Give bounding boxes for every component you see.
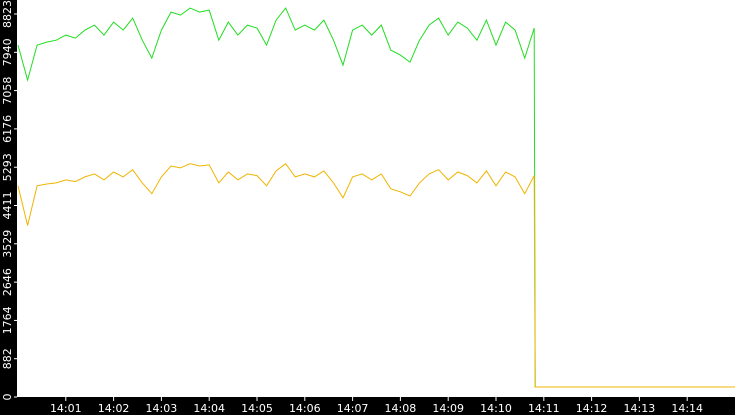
y-tick-label: 3529 (1, 230, 14, 258)
x-tick-label: 14:01 (50, 402, 82, 415)
x-tick-label: 14:12 (576, 402, 608, 415)
y-tick-label: 8823 (1, 0, 14, 28)
x-tick-label: 14:11 (528, 402, 560, 415)
x-tick-label: 14:05 (241, 402, 273, 415)
x-tick-label: 14:13 (624, 402, 656, 415)
x-tick-label: 14:06 (289, 402, 321, 415)
y-tick-label: 7058 (1, 77, 14, 105)
x-tick-label: 14:14 (671, 402, 703, 415)
y-tick-label: 882 (1, 348, 14, 369)
y-tick-label: 0 (1, 394, 14, 401)
line (17, 7, 735, 388)
x-tick-label: 14:09 (432, 402, 464, 415)
y-tick-label: 5293 (1, 153, 14, 181)
x-tick-label: 14:04 (193, 402, 225, 415)
x-tick-label: 14:02 (98, 402, 130, 415)
y-tick-label: 1764 (1, 306, 14, 334)
plot-area (17, 0, 735, 397)
x-tick-label: 14:07 (337, 402, 369, 415)
y-tick-label: 4411 (1, 192, 14, 220)
y-tick-label: 7940 (1, 38, 14, 66)
x-tick-label: 14:08 (385, 402, 417, 415)
x-tick-label: 14:03 (146, 402, 178, 415)
x-tick-label: 14:10 (480, 402, 512, 415)
y-tick-label: 2646 (1, 268, 14, 296)
y-tick-label: 6176 (1, 115, 14, 143)
line (17, 162, 735, 388)
